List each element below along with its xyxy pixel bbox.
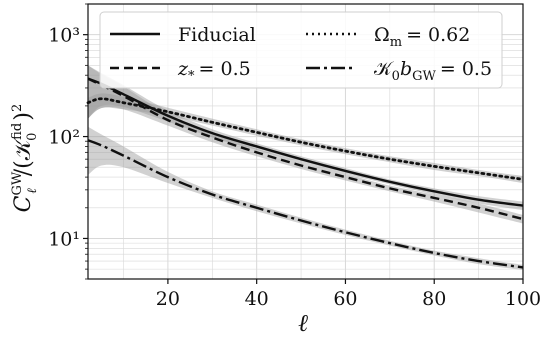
- band-series-2: [88, 93, 523, 184]
- y-tick-label: 10¹: [48, 228, 80, 250]
- x-tick-label: 80: [422, 288, 446, 310]
- y-tick-label: 10²: [48, 127, 80, 149]
- x-tick-label: 40: [245, 288, 269, 310]
- x-tick-label: 100: [505, 288, 541, 310]
- legend-label-fiducial: Fiducial: [178, 24, 256, 46]
- legend-label-omega: Ωm = 0.62: [374, 24, 470, 50]
- band-layer: [88, 65, 523, 271]
- y-axis-label: CGWℓ/(𝒦fid0)2: [10, 104, 40, 213]
- legend: Fiducial z* = 0.5 Ωm = 0.62 𝒦0bGW = 0.5: [99, 11, 503, 89]
- line-layer: [86, 77, 525, 269]
- x-axis-label: ℓ: [298, 309, 308, 337]
- line-series-1: [87, 77, 524, 221]
- x-tick-label: 60: [333, 288, 357, 310]
- legend-label-zstar: z* = 0.5: [177, 58, 251, 84]
- y-tick-label: 10³: [48, 25, 80, 47]
- legend-box: [99, 11, 503, 89]
- line-series-3: [87, 139, 524, 269]
- x-tick-label: 20: [156, 288, 180, 310]
- line-series-0: [87, 77, 524, 207]
- tick-layer: 20 40 60 80 100 10¹ 10² 10³: [48, 3, 541, 310]
- legend-label-kbgw: 𝒦0bGW = 0.5: [374, 58, 492, 84]
